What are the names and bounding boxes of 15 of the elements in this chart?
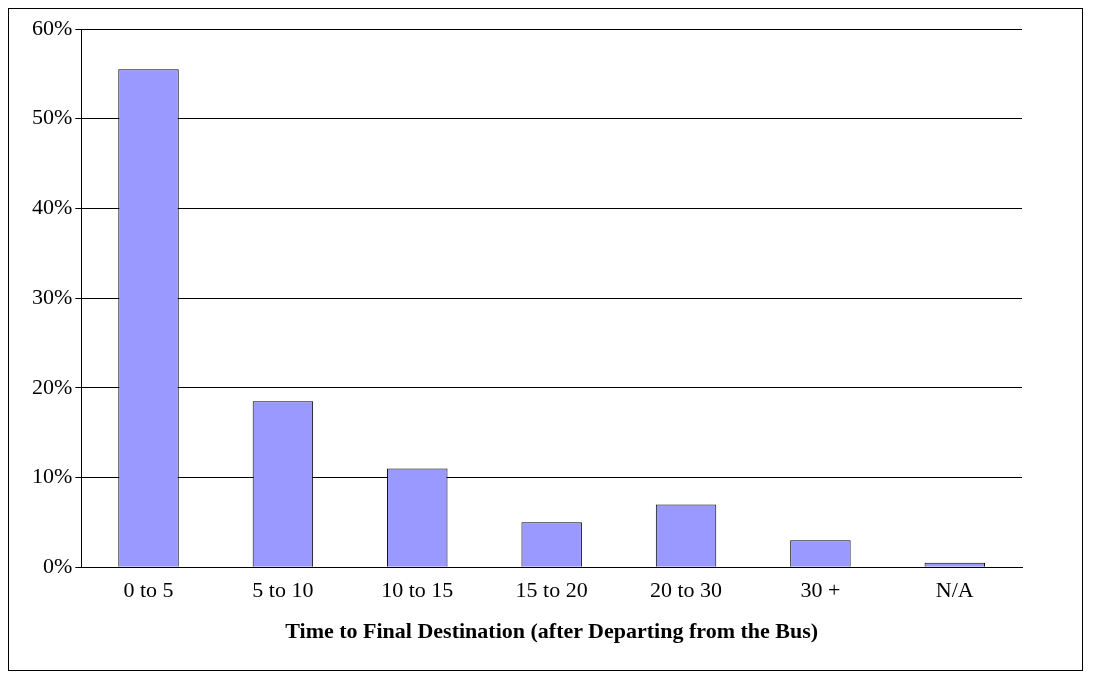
x-tick-label: N/A <box>935 577 974 603</box>
y-tick-label: 30% <box>32 283 73 309</box>
y-tick-label: 20% <box>32 373 73 399</box>
x-tick-label: 20 to 30 <box>649 577 723 603</box>
y-tick-label: 40% <box>32 194 73 220</box>
x-tick-label: 5 to 10 <box>252 577 314 603</box>
x-tick-label: 15 to 20 <box>515 577 588 603</box>
x-tick-label: 10 to 15 <box>381 577 454 603</box>
y-tick-label: 10% <box>32 463 73 489</box>
x-tick-label: 0 to 5 <box>123 577 174 603</box>
y-tick-label: 50% <box>32 104 73 130</box>
x-axis-title: Time to Final Destination (after Departing from the Bus) <box>285 618 819 644</box>
y-tick-label: 0% <box>43 552 73 578</box>
x-tick-label: 30 + <box>800 577 841 603</box>
y-tick-label: 60% <box>32 14 73 40</box>
